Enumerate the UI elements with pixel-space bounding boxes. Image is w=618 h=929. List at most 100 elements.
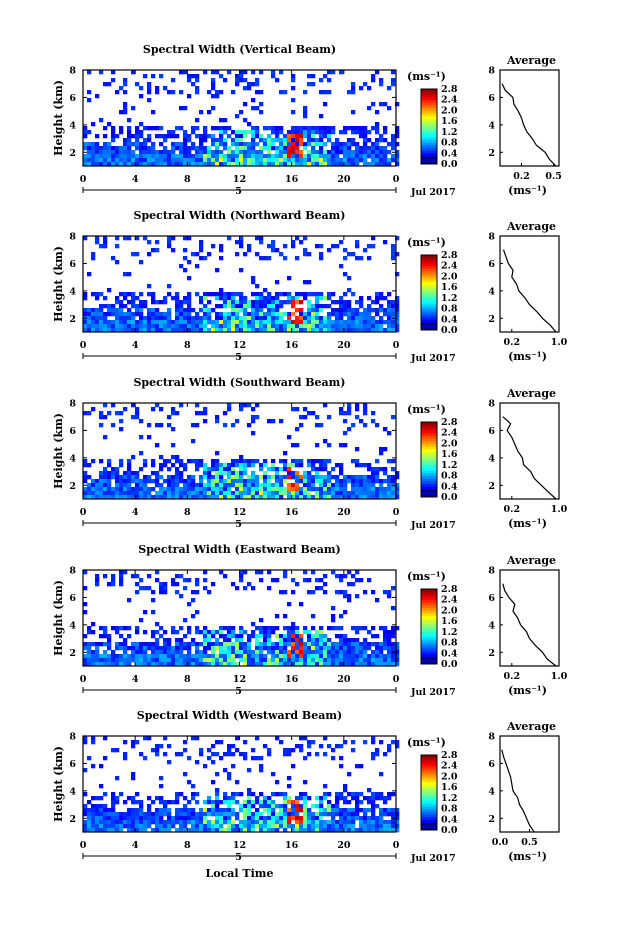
- heatmap-cell: [195, 86, 200, 91]
- heatmap-cell: [303, 296, 308, 301]
- heatmap-cell: [143, 630, 148, 635]
- heatmap-cell: [363, 828, 368, 833]
- heatmap-cell: [119, 483, 124, 488]
- heatmap-cell: [299, 130, 304, 135]
- heatmap-cell: [195, 150, 200, 155]
- heatmap-cell: [315, 142, 320, 147]
- heatmap-cell: [135, 487, 140, 492]
- heatmap-cell: [159, 142, 164, 147]
- heatmap-cell: [227, 471, 232, 476]
- heatmap-cell: [163, 162, 168, 167]
- heatmap-cell: [319, 646, 324, 651]
- heatmap-cell: [327, 824, 332, 829]
- heatmap-cell: [339, 443, 344, 448]
- heatmap-cell: [395, 126, 400, 131]
- heatmap-cell: [319, 824, 324, 829]
- heatmap-cell: [135, 130, 140, 135]
- heatmap-cell: [115, 626, 120, 631]
- heatmap-cell: [119, 658, 124, 663]
- heatmap-cell: [295, 662, 300, 667]
- heatmap-cell: [103, 756, 108, 761]
- heatmap-cell: [383, 796, 388, 801]
- heatmap-cell: [231, 495, 236, 500]
- heatmap-cell: [147, 98, 152, 103]
- heatmap-cell: [103, 244, 108, 249]
- heatmap-cell: [315, 824, 320, 829]
- heatmap-cell: [111, 578, 116, 583]
- heatmap-cell: [135, 650, 140, 655]
- heatmap-cell: [151, 150, 156, 155]
- heatmap-cell: [291, 748, 296, 753]
- heatmap-cell: [395, 320, 400, 325]
- heatmap-cell: [367, 304, 372, 309]
- heatmap-cell: [331, 646, 336, 651]
- heatmap-cell: [119, 320, 124, 325]
- heatmap-cell: [259, 256, 264, 261]
- heatmap-cell: [295, 236, 300, 241]
- heatmap-cell: [243, 459, 248, 464]
- heatmap-cell: [303, 796, 308, 801]
- heatmap-cell: [339, 142, 344, 147]
- heatmap-cell: [287, 491, 292, 496]
- heatmap-cell: [371, 411, 376, 416]
- heatmap-cell: [359, 487, 364, 492]
- heatmap-cell: [343, 328, 348, 333]
- colorbar-segment: [421, 771, 437, 775]
- heatmap-cell: [319, 654, 324, 659]
- heatmap-cell: [347, 304, 352, 309]
- heatmap-cell: [283, 324, 288, 329]
- heatmap-cell: [311, 134, 316, 139]
- heatmap-cell: [351, 495, 356, 500]
- heatmap-cell: [319, 626, 324, 631]
- heatmap-cell: [191, 439, 196, 444]
- heatmap-cell: [235, 471, 240, 476]
- heatmap-cell: [327, 312, 332, 317]
- colorbar-segment: [421, 618, 437, 622]
- heatmap-cell: [215, 824, 220, 829]
- heatmap-cell: [355, 812, 360, 817]
- heatmap-cell: [83, 463, 88, 468]
- heatmap-cell: [307, 308, 312, 313]
- heatmap-cell: [91, 122, 96, 127]
- heatmap-cell: [171, 296, 176, 301]
- heatmap-cell: [347, 491, 352, 496]
- heatmap-cell: [115, 411, 120, 416]
- heatmap-cell: [355, 578, 360, 583]
- heatmap-cell: [311, 146, 316, 151]
- heatmap-cell: [387, 491, 392, 496]
- heatmap-cell: [203, 419, 208, 424]
- heatmap-cell: [135, 324, 140, 329]
- y-tick-label: 8: [69, 566, 76, 577]
- heatmap-cell: [151, 471, 156, 476]
- heatmap-cell: [235, 824, 240, 829]
- heatmap-cell: [87, 150, 92, 155]
- heatmap-cell: [307, 126, 312, 131]
- heatmap-cell: [323, 796, 328, 801]
- heatmap-cell: [311, 654, 316, 659]
- heatmap-cell: [339, 70, 344, 75]
- heatmap-cell: [183, 300, 188, 305]
- heatmap-cell: [315, 646, 320, 651]
- heatmap-cell: [367, 824, 372, 829]
- heatmap-cell: [307, 304, 312, 309]
- heatmap-cell: [335, 463, 340, 468]
- heatmap-cell: [131, 154, 136, 159]
- heatmap-cell: [227, 70, 232, 75]
- heatmap-cell: [219, 142, 224, 147]
- heatmap-cell: [155, 650, 160, 655]
- heatmap-cell: [295, 463, 300, 468]
- heatmap-cell: [279, 495, 284, 500]
- heatmap-cell: [251, 98, 256, 103]
- heatmap-cell: [371, 483, 376, 488]
- heatmap-cell: [395, 252, 400, 257]
- heatmap-cell: [119, 86, 124, 91]
- heatmap-cell: [275, 658, 280, 663]
- heatmap-cell: [259, 483, 264, 488]
- heatmap-cell: [355, 816, 360, 821]
- heatmap-cell: [131, 312, 136, 317]
- colorbar-segment: [421, 324, 437, 328]
- heatmap-cell: [215, 475, 220, 480]
- heatmap-cell: [251, 792, 256, 797]
- heatmap-cell: [247, 808, 252, 813]
- heatmap-cell: [151, 320, 156, 325]
